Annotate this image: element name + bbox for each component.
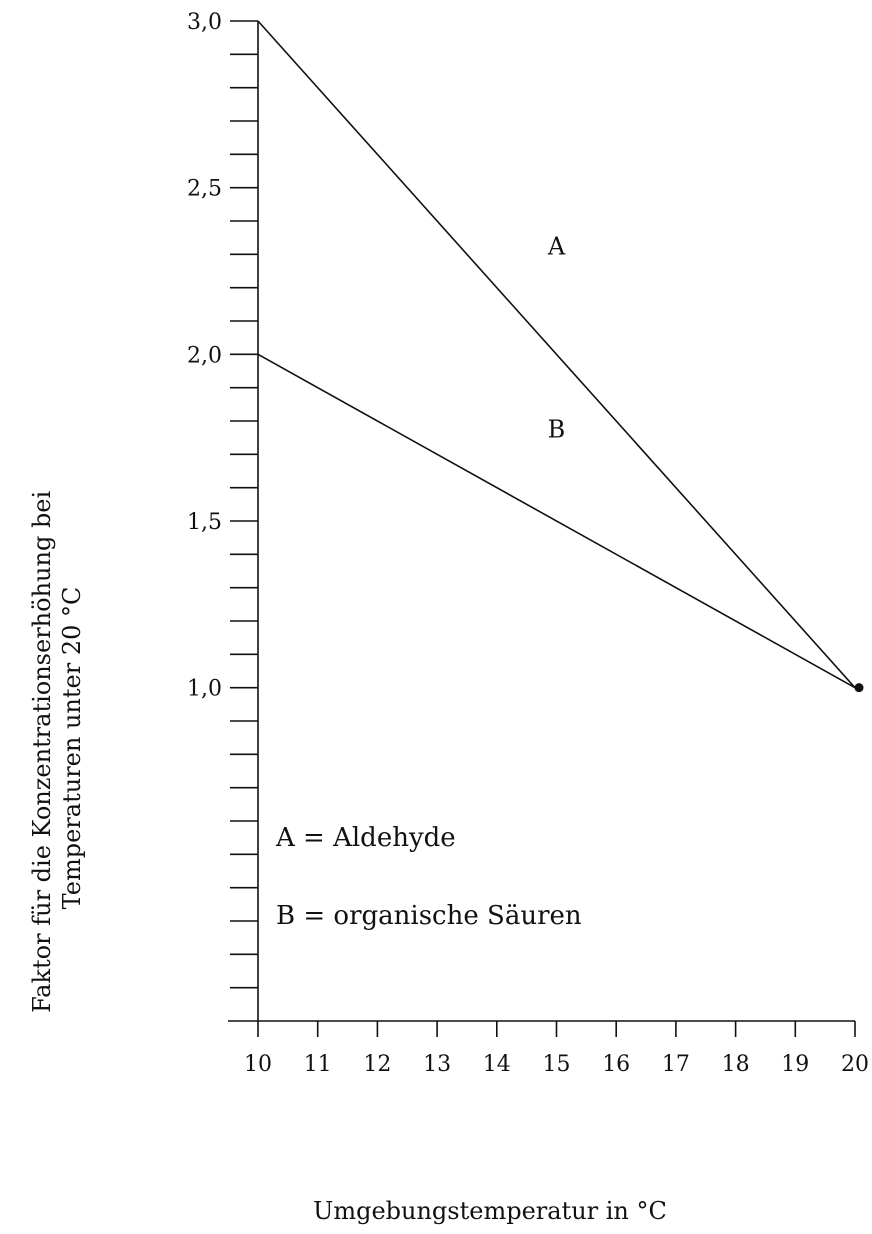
y-axis: 3,0 2,5 2,0 1,5 1,0 — [187, 10, 259, 1021]
series-lines — [257, 20, 864, 693]
x-tick-label: 17 — [662, 1052, 690, 1077]
y-tick-label: 1,5 — [187, 510, 222, 535]
x-tick-label: 14 — [483, 1052, 511, 1077]
legend-entry-b: B = organische Säuren — [276, 901, 582, 931]
x-tick-label: 15 — [543, 1052, 571, 1077]
y-tick-label: 2,5 — [187, 177, 222, 202]
x-axis-title: Umgebungstemperatur in °C — [313, 1197, 667, 1225]
series-label-a: A — [547, 232, 566, 260]
x-tick-label: 18 — [722, 1052, 750, 1077]
x-tick-label: 16 — [602, 1052, 630, 1077]
series-line-a — [257, 20, 856, 689]
x-axis: 10 11 12 13 14 15 16 17 18 19 20 — [228, 1020, 869, 1077]
x-tick-label: 20 — [841, 1052, 869, 1077]
y-tick-label: 3,0 — [187, 10, 222, 35]
legend-entry-a: A = Aldehyde — [275, 823, 456, 853]
x-tick-label: 13 — [423, 1052, 451, 1077]
series-line-b — [257, 353, 856, 689]
x-tick-label: 10 — [244, 1052, 272, 1077]
y-axis-title: Faktor für die Konzentrationserhöhung be… — [28, 483, 86, 1013]
y-axis-title-line-2: Temperaturen unter 20 °C — [58, 587, 86, 910]
x-tick-label: 19 — [781, 1052, 809, 1077]
x-tick-label: 12 — [363, 1052, 391, 1077]
series-labels: AB — [547, 232, 566, 443]
end-point-marker — [854, 683, 864, 693]
y-axis-title-line-1: Faktor für die Konzentrationserhöhung be… — [28, 490, 56, 1012]
series-label-b: B — [548, 416, 566, 444]
y-tick-label: 2,0 — [187, 343, 222, 368]
x-tick-label: 11 — [304, 1052, 332, 1077]
y-tick-label: 1,0 — [187, 677, 222, 702]
